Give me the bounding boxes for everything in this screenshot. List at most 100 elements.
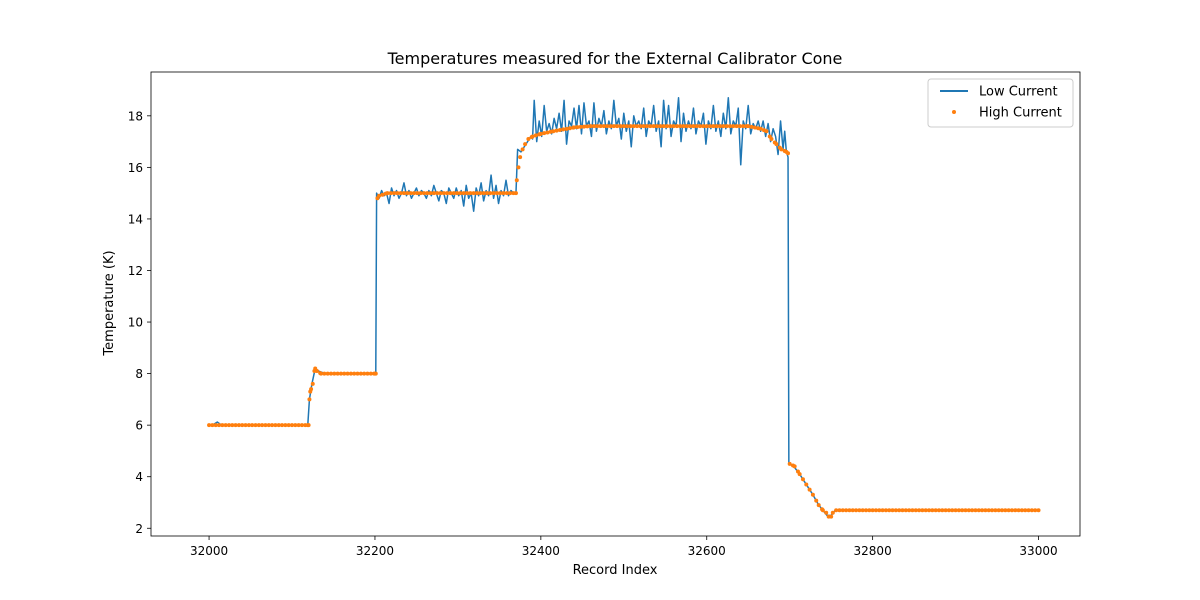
data-point (654, 124, 659, 129)
data-point (306, 423, 311, 428)
data-point (618, 124, 623, 129)
data-point (917, 508, 922, 513)
data-point (504, 191, 509, 196)
data-point (837, 508, 842, 513)
data-point (365, 371, 370, 376)
data-point (708, 124, 713, 129)
data-point (1000, 508, 1005, 513)
x-tick-label: 32800 (854, 544, 892, 558)
data-point (749, 124, 754, 129)
data-point (260, 423, 265, 428)
data-point (243, 423, 248, 428)
y-tick-label: 6 (135, 419, 143, 433)
data-point (930, 508, 935, 513)
x-tick-label: 32400 (522, 544, 560, 558)
data-point (800, 477, 805, 482)
data-point (572, 125, 577, 130)
data-point (701, 124, 706, 129)
data-point (355, 371, 360, 376)
data-point (830, 510, 835, 515)
data-point (588, 124, 593, 129)
x-tick-label: 32600 (688, 544, 726, 558)
data-point (217, 423, 222, 428)
data-point (494, 191, 499, 196)
data-point (645, 124, 650, 129)
data-point (342, 371, 347, 376)
data-point (903, 508, 908, 513)
data-point (395, 191, 400, 196)
data-point (392, 191, 397, 196)
data-point (438, 191, 443, 196)
data-point (741, 124, 746, 129)
data-point (322, 371, 327, 376)
data-point (721, 124, 726, 129)
data-point (990, 508, 995, 513)
y-tick-label: 14 (128, 212, 143, 226)
data-point (545, 130, 550, 135)
data-point (810, 492, 815, 497)
data-point (299, 423, 304, 428)
data-point (1036, 508, 1041, 513)
data-point (946, 508, 951, 513)
data-point (1019, 508, 1024, 513)
data-point (405, 191, 410, 196)
data-point (631, 124, 636, 129)
data-point (684, 124, 689, 129)
data-point (734, 124, 739, 129)
data-point (471, 191, 476, 196)
data-point (704, 124, 709, 129)
data-point (807, 487, 812, 492)
data-point (441, 191, 446, 196)
data-point (230, 423, 235, 428)
data-point (319, 371, 324, 376)
data-point (797, 472, 802, 477)
data-point (711, 124, 716, 129)
data-point (943, 508, 948, 513)
data-point (976, 508, 981, 513)
data-point (246, 423, 251, 428)
data-point (608, 124, 613, 129)
data-point (256, 423, 261, 428)
data-point (385, 191, 390, 196)
x-tick-label: 32000 (190, 544, 228, 558)
data-point (694, 124, 699, 129)
data-point (966, 508, 971, 513)
data-point (591, 124, 596, 129)
data-point (598, 124, 603, 129)
data-point (724, 124, 729, 129)
data-point (648, 124, 653, 129)
data-point (296, 423, 301, 428)
y-tick-label: 18 (128, 109, 143, 123)
data-point (338, 371, 343, 376)
data-point (674, 124, 679, 129)
data-point (585, 124, 590, 129)
data-point (362, 371, 367, 376)
data-point (883, 508, 888, 513)
data-point (890, 508, 895, 513)
data-point (240, 423, 245, 428)
data-point (621, 124, 626, 129)
data-point (293, 423, 298, 428)
data-point (418, 191, 423, 196)
data-point (820, 508, 825, 513)
data-point (850, 508, 855, 513)
data-point (877, 508, 882, 513)
data-point (970, 508, 975, 513)
data-point (983, 508, 988, 513)
data-point (458, 191, 463, 196)
x-tick-label: 33000 (1019, 544, 1057, 558)
data-point (857, 508, 862, 513)
data-point (863, 508, 868, 513)
x-axis-ticks: 32000 32200 32400 32600 32800 33000 (190, 536, 1058, 558)
data-point (953, 508, 958, 513)
data-point (779, 147, 784, 152)
data-point (421, 191, 426, 196)
axes-frame (150, 71, 1081, 537)
data-point (283, 423, 288, 428)
data-point (714, 124, 719, 129)
data-point (465, 191, 470, 196)
x-tick-label: 32200 (356, 544, 394, 558)
data-point (691, 124, 696, 129)
data-point (824, 510, 829, 515)
data-point (501, 191, 506, 196)
